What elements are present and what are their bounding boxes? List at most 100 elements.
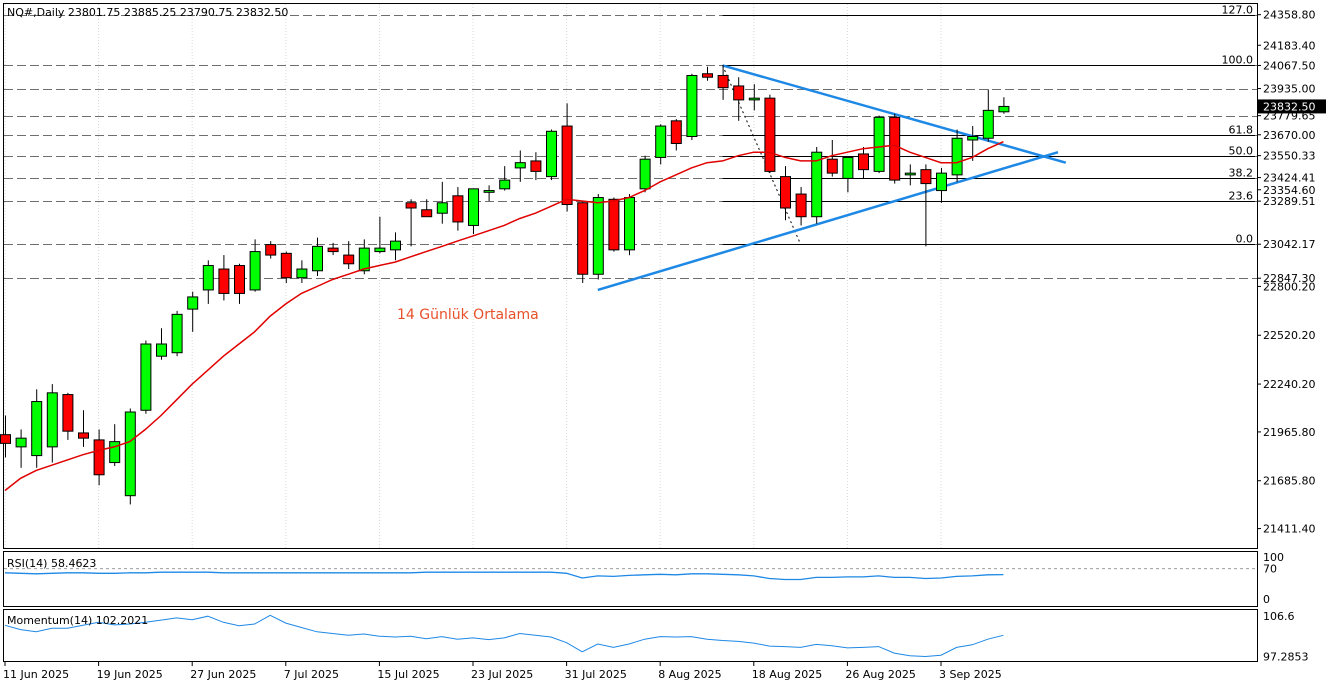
candle-body <box>920 169 932 185</box>
candle-body <box>717 74 729 89</box>
rsi-line <box>4 571 1004 581</box>
candle-body <box>15 437 27 448</box>
candle-body <box>234 265 245 294</box>
candle-body <box>218 268 230 294</box>
fib-level-label: 50.0 <box>1229 145 1254 158</box>
price-tick-label: 22800.20 <box>1263 280 1316 293</box>
fib-level-label: 0.0 <box>1236 233 1254 246</box>
candle-body <box>889 116 901 181</box>
price-tick-label: 22520.20 <box>1263 329 1316 342</box>
main-pane-frame <box>3 3 1258 549</box>
fibonacci-levels: 127.0 100.0 61.8 50.0 38.2 23.6 0.0 <box>722 4 1255 246</box>
candle-body <box>343 254 355 265</box>
price-tick-label: 24358.80 <box>1263 9 1316 22</box>
time-tick-label: 26 Aug 2025 <box>845 668 915 681</box>
fib-level-label: 23.6 <box>1229 190 1254 203</box>
price-tick-label: 23935.00 <box>1263 83 1316 96</box>
candle-body <box>951 137 963 176</box>
candle-body <box>327 247 339 253</box>
time-tick-label: 27 Jun 2025 <box>190 668 256 681</box>
candle-body <box>78 432 89 439</box>
price-tick-label: 23779.65 <box>1263 110 1316 123</box>
time-tick-label: 3 Sep 2025 <box>939 668 1002 681</box>
candle-body <box>374 247 386 253</box>
price-tick-label: 23550.33 <box>1263 150 1316 163</box>
time-tick-label: 23 Jul 2025 <box>471 668 533 681</box>
candle-body <box>483 190 495 193</box>
candle-body <box>748 97 760 101</box>
momentum-indicator: 106.6 97.2853 <box>4 610 1309 664</box>
fib-level-label: 100.0 <box>1222 54 1254 67</box>
rsi-tick-label: 0 <box>1263 593 1270 606</box>
candle-body <box>62 394 74 432</box>
momentum-pane-frame <box>3 609 1258 662</box>
momentum-tick-label: 106.6 <box>1263 610 1295 623</box>
price-tick-label: 21685.80 <box>1263 475 1316 488</box>
candle-body <box>93 439 105 476</box>
momentum-tick-label: 97.2853 <box>1263 651 1309 664</box>
candle-body <box>187 296 199 310</box>
candle-body <box>592 197 604 275</box>
rsi-tick-label: 70 <box>1263 563 1277 576</box>
price-tick-label: 23042.17 <box>1263 238 1316 251</box>
candle-body <box>140 343 152 411</box>
lower-trendline <box>597 151 1059 292</box>
fib-level-label: 38.2 <box>1229 167 1254 180</box>
candle-body <box>826 158 838 174</box>
time-tick-label: 31 Jul 2025 <box>565 668 627 681</box>
price-tick-label: 22240.20 <box>1263 378 1316 391</box>
candle-body <box>686 74 698 138</box>
candle-body <box>452 195 464 223</box>
candle-body <box>390 240 401 251</box>
candle-body <box>998 105 1010 113</box>
candle-body <box>296 268 308 279</box>
candle-body <box>109 441 121 464</box>
time-tick-label: 8 Aug 2025 <box>658 668 721 681</box>
candle-body <box>655 125 667 158</box>
fib-level-label: 61.8 <box>1229 124 1254 137</box>
rsi-pane-frame <box>3 551 1258 607</box>
candle-body <box>811 151 823 218</box>
ma14-line <box>4 141 1004 492</box>
time-tick-label: 11 Jun 2025 <box>3 668 69 681</box>
candle-body <box>670 120 682 144</box>
price-tick-label: 24183.40 <box>1263 39 1316 52</box>
time-axis: 11 Jun 2025 19 Jun 2025 27 Jun 2025 7 Jul 2… <box>3 662 1002 681</box>
candle-body <box>702 73 713 78</box>
chart-frames <box>3 3 1258 662</box>
symbol-info: NQ#,Daily 23801.75 23885.25 23790.75 238… <box>7 6 288 19</box>
candle-body <box>31 401 43 457</box>
price-tick-label: 23289.51 <box>1263 195 1316 208</box>
price-tick-label: 23424.41 <box>1263 172 1316 185</box>
candle-body <box>249 251 261 291</box>
candle-body <box>624 197 635 251</box>
candle-body <box>858 153 869 171</box>
rsi-label: RSI(14) 58.4623 <box>7 557 96 570</box>
candle-body <box>546 130 557 178</box>
candle-body <box>421 209 433 218</box>
candle-body <box>795 193 807 218</box>
current-price-box <box>1258 99 1326 114</box>
price-axis: 24358.80 24183.40 24067.50 23935.00 23832.50… <box>1257 9 1326 536</box>
candle-body <box>873 116 885 172</box>
candle-body <box>171 313 183 354</box>
candle-body <box>46 392 58 448</box>
fib-level-label: 127.0 <box>1222 4 1254 17</box>
time-tick-label: 7 Jul 2025 <box>284 668 339 681</box>
ma-annotation: 14 Günlük Ortalama <box>397 307 539 323</box>
time-tick-label: 15 Jul 2025 <box>377 668 439 681</box>
candle-body <box>436 202 448 214</box>
candle-body <box>904 172 916 176</box>
candle-body <box>499 179 511 190</box>
candle-body <box>733 85 745 101</box>
candle-body <box>468 188 479 226</box>
candle-body <box>608 198 620 251</box>
candle-body <box>124 411 136 497</box>
price-tick-label: 24067.50 <box>1263 59 1316 72</box>
candle-body <box>842 156 854 179</box>
momentum-label: Momentum(14) 102.2021 <box>7 614 148 627</box>
candle-body <box>312 245 323 272</box>
candle-body <box>764 97 776 172</box>
momentum-line <box>4 614 1004 658</box>
